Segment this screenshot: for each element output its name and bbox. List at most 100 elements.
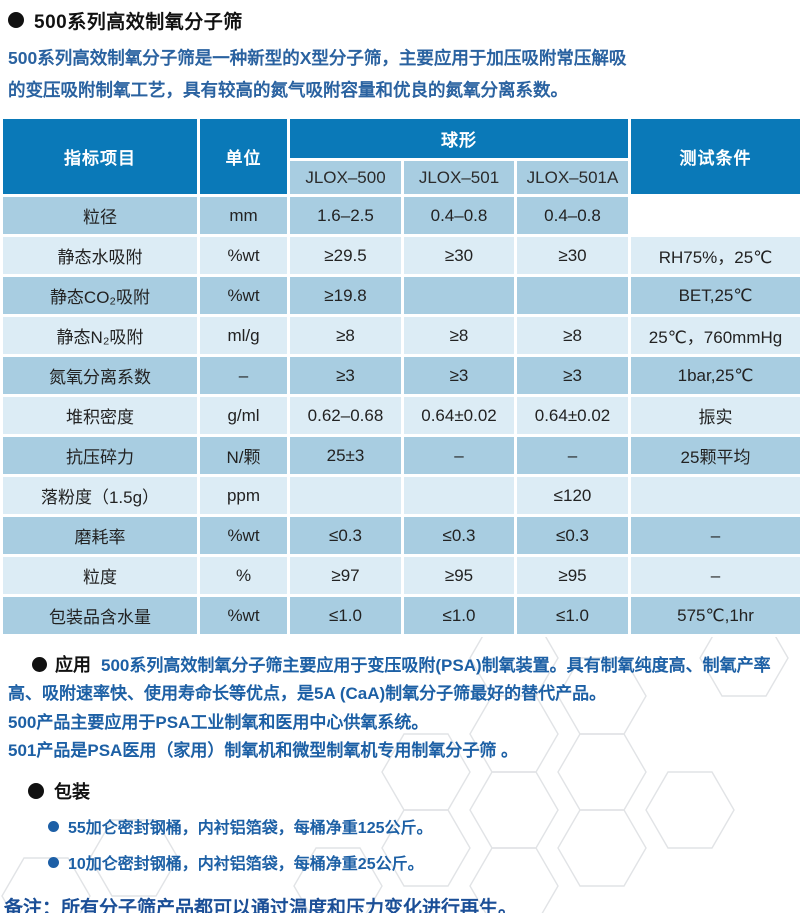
remark-line: 备注：所有分子筛产品都可以通过温度和压力变化进行再生。 [2, 896, 800, 913]
row-value: 1.6–2.5 [287, 194, 404, 237]
row-unit: g/ml [197, 394, 290, 437]
row-value: ≤1.0 [287, 594, 404, 637]
row-value: ≥3 [513, 354, 632, 397]
row-value: ≤120 [513, 474, 632, 517]
table-header-row-1: 指标项目 单位 球形 测试条件 [0, 116, 800, 197]
row-label: 磨耗率 [0, 514, 200, 557]
row-unit: %wt [197, 234, 290, 277]
row-value [401, 274, 517, 317]
remark-label: 备注： [4, 898, 62, 913]
blue-bullet-icon [48, 856, 59, 868]
spec-table: 指标项目 单位 球形 测试条件 JLOX–500 JLOX–501 JLOX–5… [0, 116, 800, 637]
row-test-condition: 1bar,25℃ [628, 354, 800, 397]
row-label: 静态N₂吸附 [0, 314, 200, 357]
table-row: 静态CO₂吸附 %wt ≥19.8 BET,25℃ [0, 274, 800, 317]
row-value: 0.4–0.8 [513, 194, 632, 237]
application-paragraph: 应用 500系列高效制氧分子筛主要应用于变压吸附(PSA)制氧装置。具有制氧纯度高… [0, 637, 800, 708]
table-row: 堆积密度 g/ml 0.62–0.68 0.64±0.02 0.64±0.02 … [0, 394, 800, 437]
row-label: 包装品含水量 [0, 594, 200, 637]
row-label: 氮氧分离系数 [0, 354, 200, 397]
row-label: 落粉度（1.5g） [0, 474, 200, 517]
row-value: 25±3 [287, 434, 404, 477]
row-value: ≤1.0 [401, 594, 517, 637]
row-test-condition: 振实 [628, 394, 800, 437]
remark-text: 所有分子筛产品都可以通过温度和压力变化进行再生。 [61, 898, 518, 913]
row-value: ≥8 [513, 314, 632, 357]
application-line-501: 501产品是PSA医用（家用）制氧机和微型制氧机专用制氧分子筛 。 [8, 741, 519, 760]
header-indicator: 指标项目 [0, 116, 200, 197]
row-label: 抗压碎力 [0, 434, 200, 477]
row-test-condition: BET,25℃ [628, 274, 800, 317]
table-row: 粒径 mm 1.6–2.5 0.4–0.8 0.4–0.8 [0, 194, 800, 237]
row-test-condition: RH75%，25℃ [628, 234, 800, 277]
packaging-section: 包装 55加仑密封钢桶，内衬铝箔袋，每桶净重125公斤。 10加仑密封钢桶，内衬… [0, 764, 800, 880]
row-value: ≥8 [287, 314, 404, 357]
row-value: ≥97 [287, 554, 404, 597]
header-unit: 单位 [197, 116, 290, 197]
row-unit: ppm [197, 474, 290, 517]
row-unit: mm [197, 194, 290, 237]
row-value: ≥8 [401, 314, 517, 357]
row-unit: – [197, 354, 290, 397]
row-label: 粒径 [0, 194, 200, 237]
row-unit: N/颗 [197, 434, 290, 477]
table-row: 包装品含水量 %wt ≤1.0 ≤1.0 ≤1.0 575℃,1hr [0, 594, 800, 637]
row-unit: ml/g [197, 314, 290, 357]
page-title: 500系列高效制氧分子筛 [34, 11, 243, 33]
intro-line-2: 的变压吸附制氧工艺，具有较高的氮气吸附容量和优良的氮氧分离系数。 [8, 80, 568, 100]
table-row: 抗压碎力 N/颗 25±3 – – 25颗平均 [0, 434, 800, 477]
row-test-condition: 575℃,1hr [628, 594, 800, 637]
row-value: ≥19.8 [287, 274, 404, 317]
application-section: 应用 500系列高效制氧分子筛主要应用于变压吸附(PSA)制氧装置。具有制氧纯度高… [0, 637, 800, 764]
row-label: 静态CO₂吸附 [0, 274, 200, 317]
header-product-jlox-501: JLOX–501 [401, 158, 517, 197]
row-test-condition: – [628, 514, 800, 557]
row-test-condition: 25℃，760mmHg [628, 314, 800, 357]
packaging-heading: 包装 [54, 782, 90, 802]
blue-bullet-icon [48, 820, 59, 832]
application-heading: 应用 [55, 655, 91, 675]
row-value: 0.64±0.02 [401, 394, 517, 437]
row-test-condition: 25颗平均 [628, 434, 800, 477]
packaging-heading-row: 包装 [0, 764, 800, 808]
row-value: ≥3 [287, 354, 404, 397]
row-value: ≥95 [513, 554, 632, 597]
header-product-jlox-500: JLOX–500 [287, 158, 404, 197]
row-value: ≥30 [401, 234, 517, 277]
packaging-item: 55加仑密封钢桶，内衬铝箔袋，每桶净重125公斤。 [0, 808, 800, 844]
table-row: 静态N₂吸附 ml/g ≥8 ≥8 ≥8 25℃，760mmHg [0, 314, 800, 357]
row-value [287, 474, 404, 517]
row-value: ≥29.5 [287, 234, 404, 277]
page-title-row: 500系列高效制氧分子筛 [0, 0, 800, 33]
table-header-row-2: JLOX–500 JLOX–501 JLOX–501A [2, 158, 800, 197]
row-test-condition [628, 474, 800, 517]
row-value: ≤0.3 [513, 514, 632, 557]
row-value: ≥30 [513, 234, 632, 277]
application-bullet-icon [32, 657, 47, 672]
row-value: ≤1.0 [513, 594, 632, 637]
header-group-sphere: 球形 [286, 116, 632, 161]
row-label: 堆积密度 [0, 394, 200, 437]
table-row: 氮氧分离系数 – ≥3 ≥3 ≥3 1bar,25℃ [0, 354, 800, 397]
row-value: 0.62–0.68 [287, 394, 404, 437]
row-value: ≥3 [401, 354, 517, 397]
row-unit: %wt [197, 514, 290, 557]
intro-paragraph: 500系列高效制氧分子筛是一种新型的X型分子筛，主要应用于加压吸附常压解吸 的变… [0, 30, 800, 112]
row-unit: %wt [197, 274, 290, 317]
application-text: 500系列高效制氧分子筛主要应用于变压吸附(PSA)制氧装置。具有制氧纯度高、制… [8, 656, 771, 703]
row-value: 0.64±0.02 [513, 394, 632, 437]
packaging-item-text: 55加仑密封钢桶，内衬铝箔袋，每桶净重125公斤。 [68, 820, 433, 837]
row-value: 0.4–0.8 [401, 194, 517, 237]
application-line-500: 500产品主要应用于PSA工业制氧和医用中心供氧系统。 [8, 713, 429, 732]
table-row: 磨耗率 %wt ≤0.3 ≤0.3 ≤0.3 – [0, 514, 800, 557]
row-value: – [401, 434, 517, 477]
row-value: ≤0.3 [287, 514, 404, 557]
row-unit: % [197, 554, 290, 597]
title-bullet-icon [8, 12, 24, 28]
row-unit: %wt [197, 594, 290, 637]
notes-section: 备注：所有分子筛产品都可以通过温度和压力变化进行再生。 注意：使用前不得将分子筛… [0, 880, 800, 913]
intro-line-1: 500系列高效制氧分子筛是一种新型的X型分子筛，主要应用于加压吸附常压解吸 [8, 48, 627, 68]
row-value: – [513, 434, 632, 477]
row-test-condition: – [628, 554, 800, 597]
packaging-item: 10加仑密封钢桶，内衬铝箔袋，每桶净重25公斤。 [0, 844, 800, 880]
